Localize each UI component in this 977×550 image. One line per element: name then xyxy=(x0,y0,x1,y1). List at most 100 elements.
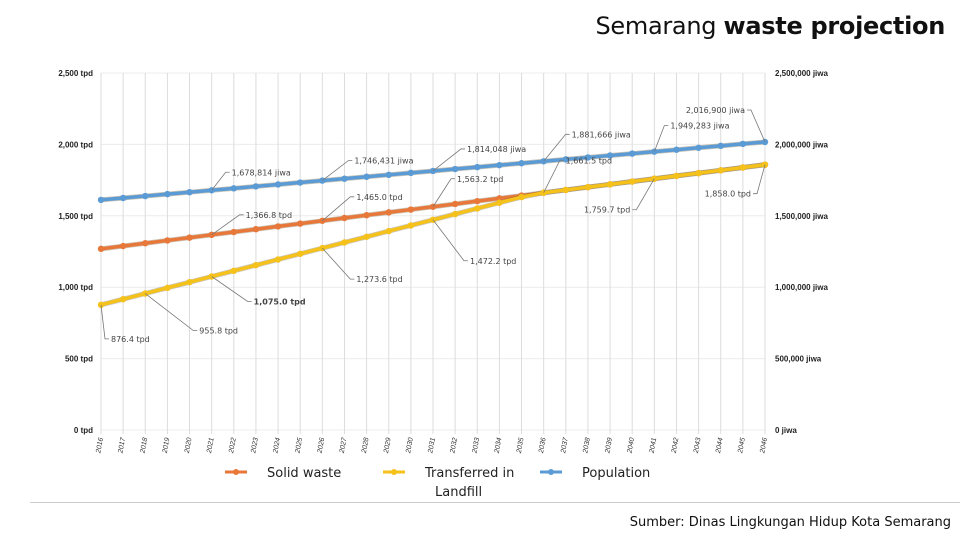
x-tick: 2028 xyxy=(361,437,371,455)
data-point xyxy=(341,214,348,222)
data-point xyxy=(297,179,304,186)
data-point xyxy=(142,192,149,200)
data-label: 1,881,666 jiwa xyxy=(572,130,631,139)
data-point xyxy=(230,267,237,275)
leader-line xyxy=(753,164,766,195)
y-left-tick: 1,000 tpd xyxy=(58,283,93,292)
y-right-tick: 1,000,000 jiwa xyxy=(775,283,828,292)
data-label: 1,661.5 tpd xyxy=(566,157,612,166)
leader-line xyxy=(100,304,109,340)
x-tick: 2042 xyxy=(671,437,681,455)
data-point xyxy=(474,163,481,171)
data-label: 876.4 tpd xyxy=(111,335,150,344)
data-point xyxy=(739,164,747,171)
data-point xyxy=(119,242,127,250)
data-point xyxy=(97,196,105,204)
leader-line xyxy=(211,171,230,191)
x-tick: 2035 xyxy=(516,437,526,455)
data-label: 1,465.0 tpd xyxy=(356,193,402,202)
data-point xyxy=(717,167,724,174)
leader-line xyxy=(543,160,564,193)
data-point xyxy=(363,173,370,180)
x-tick: 2020 xyxy=(184,437,194,455)
data-label: 1,746,431 jiwa xyxy=(354,157,413,166)
x-tick: 2043 xyxy=(693,437,703,455)
data-point xyxy=(717,142,724,150)
data-point xyxy=(252,183,260,190)
x-tick: 2039 xyxy=(604,437,614,455)
data-label: 1,814,048 jiwa xyxy=(467,145,526,154)
data-point xyxy=(97,301,105,309)
divider xyxy=(30,502,960,503)
x-tick: 2029 xyxy=(383,437,393,455)
x-tick: 2026 xyxy=(317,437,327,455)
data-point xyxy=(274,181,282,188)
data-label: 1,273.6 tpd xyxy=(356,275,402,284)
data-point xyxy=(119,194,127,202)
data-point xyxy=(186,234,193,241)
data-point xyxy=(186,278,193,286)
leader-line xyxy=(432,219,468,262)
data-point xyxy=(606,181,614,188)
y-right-tick: 2,500,000 jiwa xyxy=(775,69,828,78)
x-tick: 2022 xyxy=(228,437,238,455)
x-tick: 2023 xyxy=(250,437,260,455)
data-label: 1,678,814 jiwa xyxy=(232,168,291,177)
data-label: 1,075.0 tpd xyxy=(254,297,306,306)
x-tick: 2021 xyxy=(206,437,216,455)
x-tick: 2027 xyxy=(339,436,349,455)
data-point xyxy=(451,165,459,173)
y-left-tick: 1,500 tpd xyxy=(58,212,93,221)
leader-line xyxy=(322,247,355,280)
data-label: 955.8 tpd xyxy=(199,327,238,336)
y-left-tick: 500 tpd xyxy=(65,355,93,364)
data-point xyxy=(385,209,392,216)
x-tick: 2030 xyxy=(405,437,415,455)
data-point xyxy=(562,156,569,163)
leader-line xyxy=(632,178,655,211)
x-tick: 2044 xyxy=(715,437,725,455)
source-note: Sumber: Dinas Lingkungan Hidup Kota Sema… xyxy=(629,515,951,530)
data-point xyxy=(363,233,370,240)
legend-marker xyxy=(391,469,397,475)
x-tick: 2040 xyxy=(626,437,636,455)
data-point xyxy=(407,222,415,229)
x-tick: 2041 xyxy=(649,437,659,455)
data-point xyxy=(562,186,569,194)
y-left-tick: 0 tpd xyxy=(74,426,93,435)
leader-line xyxy=(432,178,455,207)
data-point xyxy=(474,197,481,205)
x-tick: 2017 xyxy=(117,436,127,455)
line-chart: 0 tpd 0 jiwa 500 tpd 500,000 jiwa 1,000 tpd 1… xyxy=(58,69,828,500)
title-regular: Semarang xyxy=(595,12,717,40)
data-point xyxy=(97,245,105,253)
x-tick: 2032 xyxy=(449,437,459,455)
data-point xyxy=(739,140,747,148)
data-point xyxy=(230,228,237,236)
data-point xyxy=(164,190,171,198)
data-point xyxy=(518,193,525,201)
legend-label: Population xyxy=(582,466,650,481)
leader-line xyxy=(211,276,252,302)
data-point xyxy=(496,195,503,202)
leader-line xyxy=(322,160,353,181)
legend-label: Landfill xyxy=(435,485,482,500)
data-point xyxy=(673,172,680,180)
data-point xyxy=(142,240,149,247)
leader-line xyxy=(211,214,244,236)
data-point xyxy=(673,146,680,153)
data-label: 1,949,283 jiwa xyxy=(670,122,729,131)
data-point xyxy=(496,161,503,169)
data-label: 1,366.8 tpd xyxy=(246,211,292,220)
data-point xyxy=(451,210,459,218)
y-left-tick: 2,000 tpd xyxy=(58,140,93,149)
leader-line xyxy=(432,148,465,172)
data-label: 1,472.2 tpd xyxy=(470,257,516,266)
chart-title: Semarang waste projection xyxy=(595,12,945,40)
data-point xyxy=(496,199,503,206)
title-bold: waste projection xyxy=(723,12,946,40)
legend-marker xyxy=(548,469,554,475)
data-point xyxy=(142,290,149,297)
data-point xyxy=(274,223,282,230)
x-tick: 2031 xyxy=(427,437,437,455)
